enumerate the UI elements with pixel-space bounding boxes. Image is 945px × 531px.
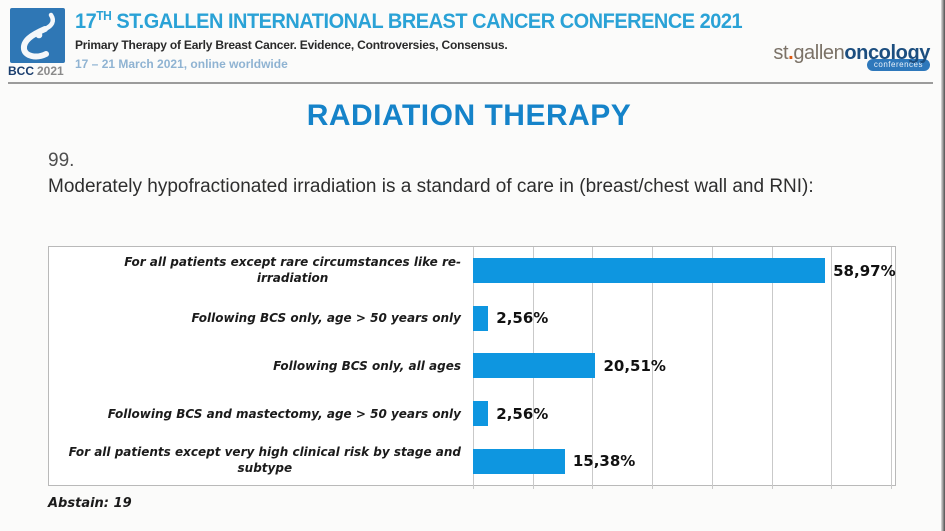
category-cell: Following BCS only, all ages <box>49 357 473 375</box>
screen-right-edge <box>941 0 945 531</box>
page-title: RADIATION THERAPY <box>306 99 632 132</box>
question-number: 99. <box>48 150 75 171</box>
conference-title-ordinal: TH <box>96 9 112 23</box>
category-label: For all patients except very high clinic… <box>68 445 461 475</box>
value-label: 20,51% <box>603 356 666 375</box>
poll-bar-chart: For all patients except rare circumstanc… <box>48 246 896 489</box>
value-label: 2,56% <box>496 309 549 328</box>
category-cell: For all patients except very high clinic… <box>49 445 473 477</box>
bcc-logo <box>10 8 65 63</box>
category-cell: For all patients except rare circumstanc… <box>49 255 473 287</box>
category-label: Following BCS only, all ages <box>273 358 461 373</box>
category-label: For all patients except rare circumstanc… <box>124 255 461 285</box>
brand-dot: . <box>788 42 794 64</box>
conference-subtitle: Primary Therapy of Early Breast Cancer. … <box>75 38 508 52</box>
chart-rows: For all patients except rare circumstanc… <box>49 247 896 485</box>
bar <box>473 305 489 331</box>
bar-track: 15,38% <box>473 437 895 485</box>
bcc-logo-caption: BCC 2021 <box>8 64 70 78</box>
abstain-note: Abstain: 19 <box>48 496 132 511</box>
chart-row: Following BCS only, all ages 20,51% <box>49 342 895 390</box>
bar <box>473 448 565 474</box>
value-label: 15,38% <box>572 452 636 471</box>
category-label: Following BCS and mastectomy, age > 50 y… <box>107 406 461 421</box>
brand-gallen: gallen <box>793 42 845 64</box>
conference-title-text: ST.GALLEN INTERNATIONAL BREAST CANCER CO… <box>111 10 743 33</box>
category-cell: Following BCS and mastectomy, age > 50 y… <box>49 405 473 423</box>
stgallen-oncology-wordmark: st.gallenoncology <box>773 42 930 65</box>
gridline <box>831 247 833 489</box>
bar <box>473 353 596 379</box>
brand-st: st <box>773 42 789 64</box>
bar-track: 2,56% <box>473 295 895 343</box>
chart-row: Following BCS and mastectomy, age > 50 y… <box>49 390 895 438</box>
bcc-logo-text: BCC <box>8 64 34 78</box>
bar-track: 20,51% <box>473 342 895 390</box>
chart-row: For all patients except very high clinic… <box>49 437 895 485</box>
gridline <box>891 247 892 489</box>
value-label: 2,56% <box>496 404 549 423</box>
gridline <box>652 247 654 489</box>
value-label: 58,97% <box>833 261 896 280</box>
swan-logo-icon <box>20 12 55 60</box>
conference-title: 17TH ST.GALLEN INTERNATIONAL BREAST CANC… <box>75 9 743 34</box>
stgallen-oncology-logo: st.gallenoncology conferences <box>773 42 930 76</box>
question-text: Moderately hypofractionated irradiation … <box>48 176 814 197</box>
category-cell: Following BCS only, age > 50 years only <box>49 309 473 327</box>
bar <box>473 401 489 427</box>
conferences-badge: conferences <box>866 59 930 71</box>
brand-oncology: oncology <box>844 42 930 64</box>
bcc-logo-year: 2021 <box>37 64 64 78</box>
chart-row: Following BCS only, age > 50 years only 2… <box>49 295 895 343</box>
gridline <box>771 247 773 489</box>
conference-title-number: 17 <box>75 10 97 33</box>
category-label: Following BCS only, age > 50 years only <box>191 311 462 326</box>
gridline <box>711 247 713 489</box>
chart-row: For all patients except rare circumstanc… <box>49 247 895 295</box>
bar <box>473 258 826 284</box>
conference-dates: 17 – 21 March 2021, online worldwide <box>75 57 288 71</box>
bar-track: 58,97% <box>473 247 896 295</box>
bar-track: 2,56% <box>473 390 895 438</box>
header-divider <box>8 82 933 84</box>
